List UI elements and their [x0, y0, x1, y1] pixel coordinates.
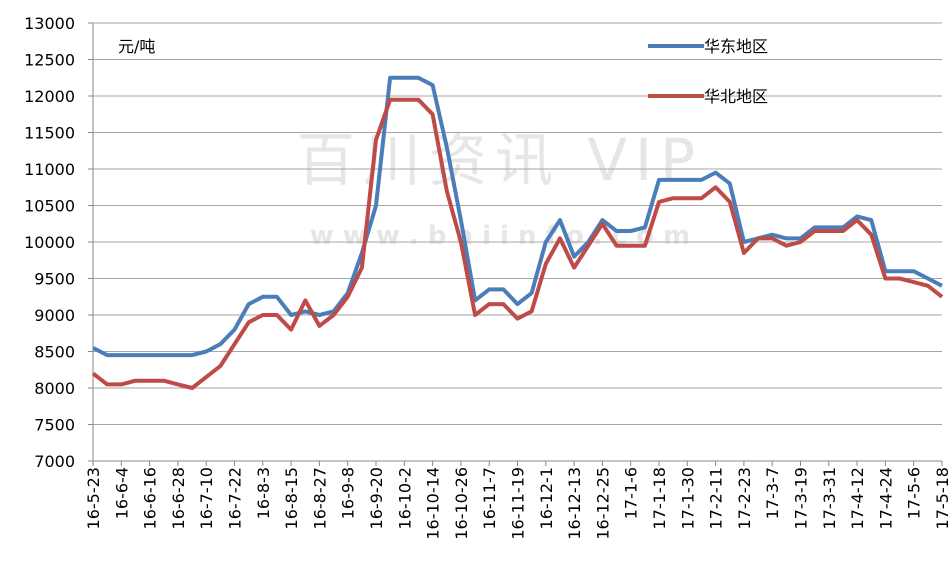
- y-tick-label: 9000: [34, 306, 75, 325]
- x-tick-label: 17-3-7: [763, 467, 782, 519]
- y-tick-label: 11000: [24, 160, 75, 179]
- series-line: [91, 97, 944, 390]
- x-tick-label: 17-4-24: [876, 467, 895, 529]
- unit-label: 元/吨: [118, 37, 155, 56]
- legend-label: 华北地区: [704, 87, 768, 106]
- x-tick-label: 16-7-10: [197, 467, 216, 529]
- y-tick-label: 12000: [24, 87, 75, 106]
- x-tick-label: 16-8-15: [282, 467, 301, 529]
- x-tick-label: 17-2-11: [707, 467, 726, 529]
- x-tick-label: 16-10-2: [395, 467, 414, 529]
- x-tick-label: 16-8-3: [254, 467, 273, 519]
- x-tick-label: 16-8-27: [310, 467, 329, 529]
- x-tick-label: 16-12-25: [593, 467, 612, 540]
- x-tick-label: 16-6-28: [169, 467, 188, 529]
- watermark: 百川资讯 VIP: [297, 126, 703, 194]
- x-tick-label: 16-12-1: [537, 467, 556, 529]
- x-tick-label: 16-9-20: [367, 467, 386, 529]
- y-tick-label: 8000: [34, 379, 75, 398]
- x-tick-label: 16-5-23: [84, 467, 103, 529]
- x-tick-label: 16-11-19: [509, 467, 528, 540]
- x-tick-label: 16-10-14: [424, 467, 443, 540]
- x-tick-label: 17-1-18: [650, 467, 669, 529]
- y-tick-label: 8500: [34, 343, 75, 362]
- x-tick-label: 17-4-12: [848, 467, 867, 529]
- x-tick-label: 17-5-6: [905, 467, 924, 519]
- y-tick-label: 7500: [34, 416, 75, 435]
- x-tick-label: 16-10-26: [452, 467, 471, 540]
- y-tick-label: 7000: [34, 452, 75, 471]
- legend-label: 华东地区: [704, 37, 768, 56]
- x-tick-label: 16-7-22: [226, 467, 245, 529]
- x-tick-label: 17-3-19: [792, 467, 811, 529]
- y-tick-label: 10500: [24, 197, 75, 216]
- x-tick-label: 17-3-31: [820, 467, 839, 529]
- y-tick-label: 13000: [24, 14, 75, 33]
- x-tick-label: 16-11-7: [480, 467, 499, 529]
- x-tick-label: 16-12-13: [565, 467, 584, 540]
- x-tick-label: 16-6-4: [112, 467, 131, 519]
- x-tick-label: 17-5-18: [933, 467, 952, 529]
- x-tick-label: 16-6-16: [141, 467, 160, 529]
- x-tick-label: 17-1-30: [678, 467, 697, 529]
- x-tick-label: 16-9-8: [339, 467, 358, 519]
- y-tick-label: 11500: [24, 124, 75, 143]
- y-tick-label: 12500: [24, 51, 75, 70]
- series-line: [92, 75, 943, 358]
- y-tick-label: 10000: [24, 233, 75, 252]
- x-tick-label: 17-2-23: [735, 467, 754, 529]
- x-tick-label: 17-1-6: [622, 467, 641, 519]
- y-tick-label: 9500: [34, 270, 75, 289]
